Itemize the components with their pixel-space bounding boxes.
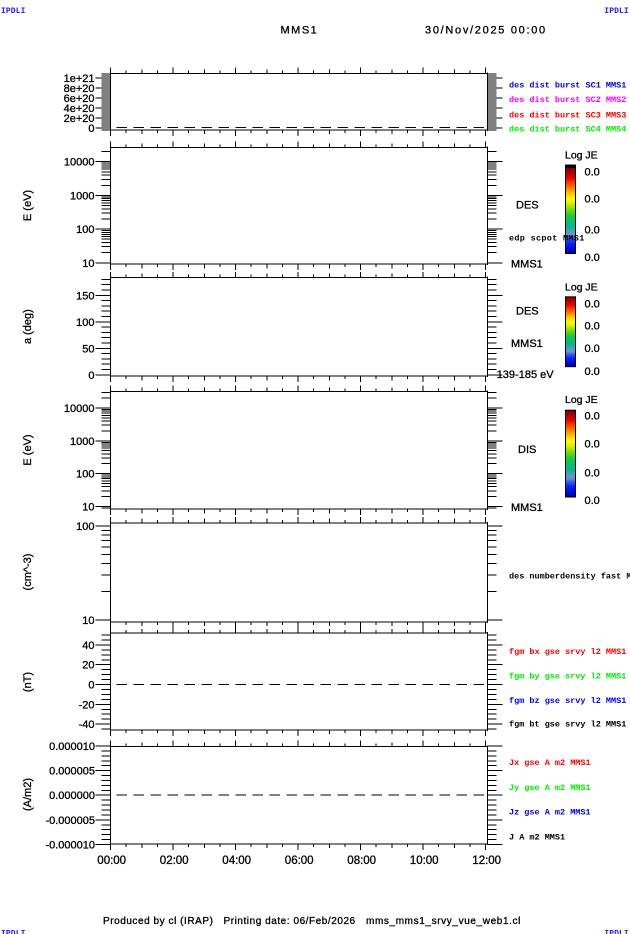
svg-text:IPDLI: IPDLI: [604, 7, 629, 16]
svg-text:fgm by gse srvy l2 MMS1: fgm by gse srvy l2 MMS1: [509, 671, 626, 681]
svg-text:Jy gse A m2 MMS1: Jy gse A m2 MMS1: [509, 783, 591, 793]
svg-text:IPDLI: IPDLI: [1, 7, 26, 16]
svg-text:0.0: 0.0: [585, 252, 600, 264]
svg-text:(nT): (nT): [22, 672, 34, 692]
svg-text:100: 100: [76, 521, 94, 533]
svg-text:Printing date: 06/Feb/2026: Printing date: 06/Feb/2026: [224, 916, 356, 927]
svg-text:Produced by cl (IRAP): Produced by cl (IRAP): [103, 916, 213, 927]
svg-text:des dist burst SC4 MMS4: des dist burst SC4 MMS4: [509, 124, 626, 134]
svg-text:0.000000: 0.000000: [49, 790, 95, 802]
svg-text:Log JE: Log JE: [565, 394, 598, 406]
svg-text:100: 100: [76, 224, 94, 236]
svg-text:0: 0: [88, 370, 94, 382]
svg-text:139-185 eV: 139-185 eV: [497, 369, 555, 381]
svg-text:IPDLI: IPDLI: [1, 929, 26, 934]
svg-text:fgm bt gse srvy l2 MMS1: fgm bt gse srvy l2 MMS1: [509, 719, 626, 729]
svg-text:10000: 10000: [64, 403, 95, 415]
svg-text:0.0: 0.0: [585, 167, 600, 179]
svg-text:0: 0: [88, 123, 94, 135]
svg-text:2e+20: 2e+20: [64, 113, 95, 125]
svg-text:04:00: 04:00: [222, 855, 251, 867]
svg-text:1000: 1000: [70, 436, 94, 448]
svg-text:40: 40: [82, 640, 94, 652]
svg-text:0.000010: 0.000010: [49, 741, 95, 753]
svg-text:(cm^-3): (cm^-3): [22, 554, 34, 591]
svg-text:0.0: 0.0: [585, 495, 600, 507]
svg-text:1000: 1000: [70, 190, 94, 202]
svg-text:10: 10: [82, 258, 94, 270]
svg-text:1e+21: 1e+21: [64, 73, 95, 85]
svg-text:0: 0: [88, 680, 94, 692]
svg-text:100: 100: [76, 469, 94, 481]
svg-text:Jx gse A m2 MMS1: Jx gse A m2 MMS1: [509, 758, 591, 768]
svg-text:00:00: 00:00: [97, 855, 126, 867]
svg-text:0.0: 0.0: [585, 467, 600, 479]
svg-text:08:00: 08:00: [347, 855, 376, 867]
svg-text:-20: -20: [79, 699, 95, 711]
svg-text:0.0: 0.0: [585, 366, 600, 378]
svg-text:8e+20: 8e+20: [64, 83, 95, 95]
svg-text:des dist burst SC3 MMS3: des dist burst SC3 MMS3: [509, 110, 626, 120]
svg-text:a (deg): a (deg): [22, 309, 34, 344]
svg-text:fgm bx gse srvy l2 MMS1: fgm bx gse srvy l2 MMS1: [509, 647, 626, 657]
svg-text:MMS1: MMS1: [281, 25, 319, 37]
svg-text:0.0: 0.0: [585, 299, 600, 311]
svg-text:Jz gse A m2 MMS1: Jz gse A m2 MMS1: [509, 807, 591, 817]
svg-text:(A/m2): (A/m2): [22, 778, 34, 811]
svg-text:10: 10: [82, 501, 94, 513]
svg-text:MMS1: MMS1: [511, 502, 543, 514]
svg-text:des numberdensity fast MMS1: des numberdensity fast MMS1: [509, 571, 630, 581]
svg-text:fgm bz gse srvy l2 MMS1: fgm bz gse srvy l2 MMS1: [509, 696, 626, 706]
svg-text:0.0: 0.0: [585, 343, 600, 355]
svg-text:0.0: 0.0: [585, 193, 600, 205]
svg-text:mms_mms1_srvy_vue_web1.cl: mms_mms1_srvy_vue_web1.cl: [366, 916, 521, 927]
svg-text:0.000005: 0.000005: [49, 766, 95, 778]
svg-text:MMS1: MMS1: [511, 338, 543, 350]
svg-text:0.0: 0.0: [585, 439, 600, 451]
svg-text:4e+20: 4e+20: [64, 103, 95, 115]
svg-text:10000: 10000: [64, 157, 95, 169]
svg-text:-40: -40: [79, 719, 95, 731]
svg-text:30/Nov/2025 00:00: 30/Nov/2025 00:00: [425, 25, 547, 37]
svg-text:50: 50: [82, 343, 94, 355]
svg-text:12:00: 12:00: [472, 855, 501, 867]
svg-text:IPDLI: IPDLI: [604, 929, 629, 934]
svg-text:20: 20: [82, 660, 94, 672]
svg-text:06:00: 06:00: [285, 855, 314, 867]
svg-text:0.0: 0.0: [585, 224, 600, 236]
svg-text:DIS: DIS: [518, 444, 536, 456]
svg-text:Log JE: Log JE: [565, 282, 598, 294]
svg-text:des dist burst SC2 MMS2: des dist burst SC2 MMS2: [509, 95, 626, 105]
svg-text:6e+20: 6e+20: [64, 93, 95, 105]
svg-text:DES: DES: [516, 200, 539, 212]
svg-text:0.0: 0.0: [585, 321, 600, 333]
svg-text:-0.000005: -0.000005: [45, 815, 95, 827]
svg-text:MMS1: MMS1: [511, 259, 543, 271]
svg-text:10:00: 10:00: [410, 855, 439, 867]
svg-text:DES: DES: [516, 306, 539, 318]
svg-text:100: 100: [76, 317, 94, 329]
svg-text:E (eV): E (eV): [22, 190, 34, 221]
svg-text:0.0: 0.0: [585, 411, 600, 423]
svg-text:J A m2 MMS1: J A m2 MMS1: [509, 832, 565, 842]
svg-text:10: 10: [82, 615, 94, 627]
svg-text:E (eV): E (eV): [22, 434, 34, 465]
svg-text:Log JE: Log JE: [565, 150, 598, 162]
svg-text:des dist burst SC1 MMS1: des dist burst SC1 MMS1: [509, 80, 626, 90]
svg-text:02:00: 02:00: [160, 855, 189, 867]
svg-text:-0.000010: -0.000010: [45, 840, 95, 852]
svg-text:edp scpot MMS1: edp scpot MMS1: [509, 234, 585, 244]
svg-text:150: 150: [76, 290, 94, 302]
